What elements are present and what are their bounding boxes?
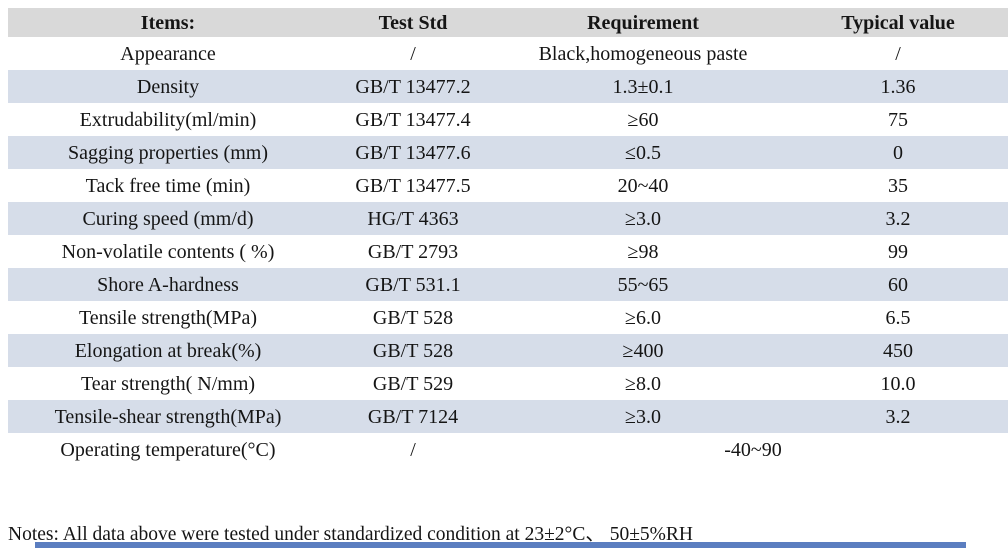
cell-item: Tear strength( N/mm) [80,372,256,395]
cell-item: Tack free time (min) [85,174,251,197]
spec-table-body: Appearance / Black,homogeneous paste / D… [8,37,1008,466]
cell-requirement: ≥98 [627,240,659,263]
spec-table-header: Items: Test Std Requirement Typical valu… [8,8,1008,37]
cell-requirement: ≥3.0 [498,202,788,235]
cell-item: Extrudability(ml/min) [79,108,257,131]
table-row: Shore A-hardness GB/T 531.1 55~65 60 [8,268,1008,301]
cell-requirement: 55~65 [498,268,788,301]
cell-test-std: GB/T 13477.5 [355,174,471,197]
cell-typical-value: / [895,42,901,65]
cell-requirement: ≥8.0 [625,372,661,395]
cell-item: Density [8,70,328,103]
cell-requirement: ≥6.0 [625,306,661,329]
partial-next-row-bar [35,542,966,548]
cell-item: Operating temperature(°C) [60,438,276,461]
cell-test-std: GB/T 13477.4 [355,108,471,131]
cell-requirement: -40~90 [724,438,782,461]
table-row: Tear strength( N/mm) GB/T 529 ≥8.0 10.0 [8,367,1008,400]
cell-test-std: / [410,42,416,65]
cell-test-std: / [410,438,416,461]
cell-test-std: GB/T 528 [372,306,454,329]
cell-test-std: GB/T 2793 [367,240,459,263]
column-header-items: Items: [8,8,328,37]
table-row: Curing speed (mm/d) HG/T 4363 ≥3.0 3.2 [8,202,1008,235]
cell-item: Sagging properties (mm) [8,136,328,169]
cell-typical-value: 35 [888,174,908,197]
cell-typical-value: 75 [888,108,908,131]
cell-typical-value: 0 [788,136,1008,169]
table-row: Elongation at break(%) GB/T 528 ≥400 450 [8,334,1008,367]
cell-test-std: GB/T 13477.2 [328,70,498,103]
cell-test-std: HG/T 4363 [328,202,498,235]
cell-typical-value: 3.2 [788,400,1008,433]
cell-requirement: ≥60 [627,108,659,131]
column-header-req: Requirement [498,8,788,37]
cell-requirement: ≥3.0 [498,400,788,433]
cell-test-std: GB/T 531.1 [328,268,498,301]
cell-test-std: GB/T 13477.6 [328,136,498,169]
cell-item: Elongation at break(%) [8,334,328,367]
cell-item: Tensile-shear strength(MPa) [8,400,328,433]
table-row: Density GB/T 13477.2 1.3±0.1 1.36 [8,70,1008,103]
cell-typical-value: 10.0 [880,372,916,395]
cell-item: Shore A-hardness [8,268,328,301]
cell-requirement: 20~40 [617,174,669,197]
table-row: Operating temperature(°C) / -40~90 [8,433,1008,466]
table-row: Non-volatile contents ( %) GB/T 2793 ≥98… [8,235,1008,268]
cell-requirement: 1.3±0.1 [498,70,788,103]
cell-requirement: ≤0.5 [498,136,788,169]
cell-item: Appearance [120,42,216,65]
cell-item: Non-volatile contents ( %) [61,240,275,263]
table-row: Sagging properties (mm) GB/T 13477.6 ≤0.… [8,136,1008,169]
cell-typical-value: 6.5 [885,306,911,329]
cell-item: Curing speed (mm/d) [8,202,328,235]
cell-test-std: GB/T 528 [328,334,498,367]
cell-typical-value: 60 [788,268,1008,301]
cell-item: Tensile strength(MPa) [78,306,257,329]
table-row: Tack free time (min) GB/T 13477.5 20~40 … [8,169,1008,202]
cell-requirement: ≥400 [498,334,788,367]
table-row: Appearance / Black,homogeneous paste / [8,37,1008,70]
header-row: Items: Test Std Requirement Typical valu… [8,8,1008,37]
cell-typical-value: 99 [888,240,908,263]
spec-table: Items: Test Std Requirement Typical valu… [8,8,1008,466]
cell-typical-value: 3.2 [788,202,1008,235]
table-row: Extrudability(ml/min) GB/T 13477.4 ≥60 7… [8,103,1008,136]
column-header-std: Test Std [328,8,498,37]
table-row: Tensile-shear strength(MPa) GB/T 7124 ≥3… [8,400,1008,433]
table-row: Tensile strength(MPa) GB/T 528 ≥6.0 6.5 [8,301,1008,334]
cell-requirement: Black,homogeneous paste [538,42,748,65]
column-header-typical: Typical value [788,8,1008,37]
cell-typical-value: 1.36 [788,70,1008,103]
notes-text: Notes: All data above were tested under … [8,524,693,545]
cell-test-std: GB/T 7124 [328,400,498,433]
cell-typical-value: 450 [788,334,1008,367]
cell-test-std: GB/T 529 [372,372,454,395]
